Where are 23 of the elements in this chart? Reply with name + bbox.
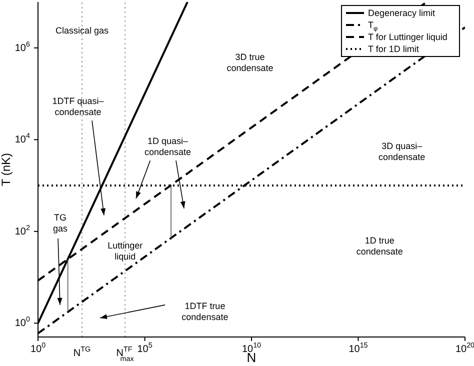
y-tick-label: 10$^{4}$ [14,131,30,146]
ref-line-label: N$^{TG}$ [73,344,92,359]
annotation: 1DTF true condensate [182,300,228,322]
y-tick-label: 10$^{2}$ [14,222,30,238]
x-tick-label: 10$^{0}$ [30,340,46,355]
annotation: 1DTF quasi– condensate [52,96,104,118]
annotation: Luttinger liquid [108,240,143,262]
annotation: 1D true condensate [356,236,403,257]
annotation: 1D quasi– condensate [144,136,192,158]
x-tick-label: 10$^{15}$ [348,340,368,355]
legend-label: T for 1D limit [368,44,420,54]
y-tick-label: 10$^{0}$ [14,314,30,330]
y-tick-label: 10$^{6}$ [14,39,30,54]
x-tick-label: 10$^{20}$ [455,340,474,355]
x-tick-label: 10$^{5}$ [137,340,152,355]
y-axis-title: T (nK) [0,152,13,186]
annotation: 3D quasi– condensate [378,141,426,162]
annotation: 3D true condensate [226,52,274,74]
legend-label: T for Luttinger liquid [368,32,448,42]
annotation: Classical gas [55,26,109,36]
legend-label: T$_{φ}$ [368,20,378,32]
annotation: TG gas [52,212,68,234]
legend-label: Degeneracy limit [368,8,436,18]
